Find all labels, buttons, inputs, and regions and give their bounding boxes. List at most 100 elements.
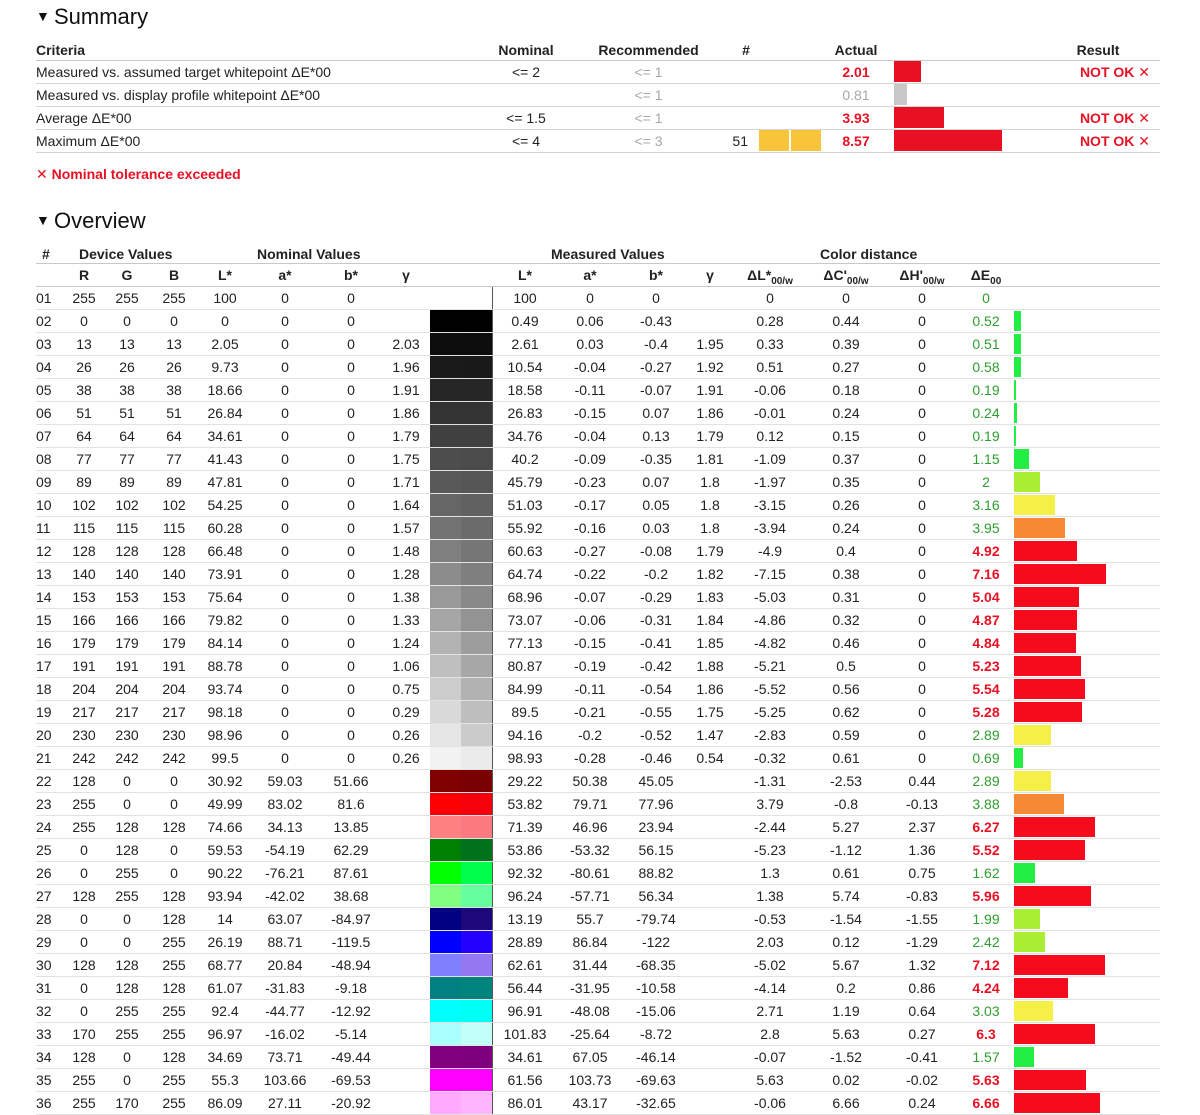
b-value: 153 xyxy=(162,589,186,605)
nominal-color-swatch xyxy=(430,517,461,539)
delta-e: 6.3 xyxy=(976,1026,996,1042)
nominal-a: -44.77 xyxy=(265,1003,305,1019)
r-value: 102 xyxy=(72,497,96,513)
nominal-gamma: 1.64 xyxy=(392,497,420,513)
delta-c: 5.67 xyxy=(832,957,860,973)
r-value: 64 xyxy=(76,428,92,444)
measured-b: 56.34 xyxy=(638,888,674,904)
nominal-color-swatch xyxy=(430,977,461,999)
hash-header: # xyxy=(42,246,50,262)
r-value: 13 xyxy=(76,336,92,352)
delta-e-bar xyxy=(1014,702,1082,722)
measured-l: 64.74 xyxy=(507,566,543,582)
nominal-color-swatch xyxy=(430,471,461,493)
g-value: 128 xyxy=(115,980,139,996)
measured-b: 23.94 xyxy=(638,819,674,835)
patch-number: 30 xyxy=(36,957,52,973)
measured-l: 45.79 xyxy=(507,474,543,490)
actual-value: 8.57 xyxy=(842,133,870,149)
delta-l-header: ΔL*00/w xyxy=(747,267,793,287)
measured-a: 0 xyxy=(586,290,594,306)
r-value: 140 xyxy=(72,566,96,582)
table-row: 32 0 255 255 92.4 -44.77 -12.92 96.91 -48.08 -15.… xyxy=(36,1000,1160,1023)
delta-c: 0.18 xyxy=(832,382,860,398)
nominal-gamma: 1.06 xyxy=(392,658,420,674)
measured-color-swatch xyxy=(461,816,492,838)
delta-c: 0.39 xyxy=(832,336,860,352)
measured-a: -0.27 xyxy=(574,543,606,559)
measured-color-swatch xyxy=(461,839,492,861)
g-value: 77 xyxy=(119,451,135,467)
measured-l: 40.2 xyxy=(511,451,539,467)
nominal-l: 14 xyxy=(217,911,233,927)
r-value: 153 xyxy=(72,589,96,605)
nominal-a: 103.66 xyxy=(263,1072,307,1088)
criteria-label: Measured vs. assumed target whitepoint Δ… xyxy=(36,64,331,80)
summary-row: Maximum ΔE*00 <= 4 <= 3 51 8.57 NOT OK ✕ xyxy=(36,130,1160,153)
delta-e-bar xyxy=(1014,886,1091,906)
worst-patch-swatch xyxy=(791,130,821,151)
nominal-value: <= 4 xyxy=(511,133,541,149)
measured-color-swatch xyxy=(461,1092,492,1114)
measured-l: 89.5 xyxy=(511,704,539,720)
measured-color-swatch xyxy=(461,954,492,976)
measured-a: 50.38 xyxy=(572,773,608,789)
r-value: 128 xyxy=(72,773,96,789)
patch-number: 25 xyxy=(36,842,52,858)
nominal-a: 88.71 xyxy=(267,934,303,950)
delta-l: -2.44 xyxy=(754,819,786,835)
delta-c: -0.8 xyxy=(833,796,859,812)
swatch-divider xyxy=(492,425,493,447)
swatch-divider xyxy=(492,609,493,631)
overview-section-toggle[interactable]: ▼ Overview xyxy=(36,208,146,234)
nominal-l: 90.22 xyxy=(207,865,243,881)
measured-color-swatch xyxy=(461,1069,492,1091)
nominal-b-header: b* xyxy=(344,267,358,283)
measured-a: -53.32 xyxy=(570,842,610,858)
swatch-divider xyxy=(492,724,493,746)
nominal-a: 0 xyxy=(281,589,289,605)
delta-c: 0.38 xyxy=(832,566,860,582)
nominal-l: 30.92 xyxy=(207,773,243,789)
summary-row: Measured vs. assumed target whitepoint Δ… xyxy=(36,61,1160,84)
measured-a: -0.2 xyxy=(577,727,603,743)
delta-h: 0 xyxy=(918,681,926,697)
delta-e: 5.96 xyxy=(972,888,1000,904)
recommended-value: <= 1 xyxy=(634,87,663,103)
b-value: 166 xyxy=(162,612,186,628)
delta-l: 0.28 xyxy=(756,313,784,329)
r-value: 128 xyxy=(72,888,96,904)
patch-number: 12 xyxy=(36,543,52,559)
nominal-l: 98.96 xyxy=(207,727,243,743)
measured-color-swatch xyxy=(461,793,492,815)
measured-color-swatch xyxy=(461,586,492,608)
delta-e: 5.28 xyxy=(972,704,1000,720)
g-value: 128 xyxy=(115,819,139,835)
measured-color-swatch xyxy=(461,310,492,332)
measured-color-swatch xyxy=(461,517,492,539)
delta-e-bar xyxy=(1014,817,1095,837)
delta-h: 0 xyxy=(918,635,926,651)
recommended-value: <= 1 xyxy=(634,110,663,126)
b-value: 204 xyxy=(162,681,186,697)
swatch-divider xyxy=(492,885,493,907)
color-distance-header: Color distance xyxy=(820,246,918,262)
nominal-value: <= 2 xyxy=(511,64,541,80)
swatch-divider xyxy=(492,540,493,562)
delta-e: 5.63 xyxy=(972,1072,1000,1088)
delta-l: -1.09 xyxy=(754,451,786,467)
measured-color-swatch xyxy=(461,977,492,999)
delta-e-bar xyxy=(1014,357,1021,377)
g-value: 255 xyxy=(115,865,139,881)
r-value: 128 xyxy=(72,543,96,559)
summary-section-toggle[interactable]: ▼ Summary xyxy=(36,4,148,30)
nominal-b: 62.29 xyxy=(333,842,369,858)
group-header-row: # Device Values Nominal Values Measured … xyxy=(36,244,1160,263)
criteria-header: Criteria xyxy=(36,42,86,58)
swatch-divider xyxy=(492,586,493,608)
delta-e: 3.03 xyxy=(972,1003,1000,1019)
table-row: 02 0 0 0 0 0 0 0.49 0.06 -0.43 0.28 0.44 0 0.52 xyxy=(36,310,1160,333)
device-values-header: Device Values xyxy=(79,246,173,262)
delta-e-bar xyxy=(1014,541,1077,561)
measured-a: -25.64 xyxy=(570,1026,610,1042)
